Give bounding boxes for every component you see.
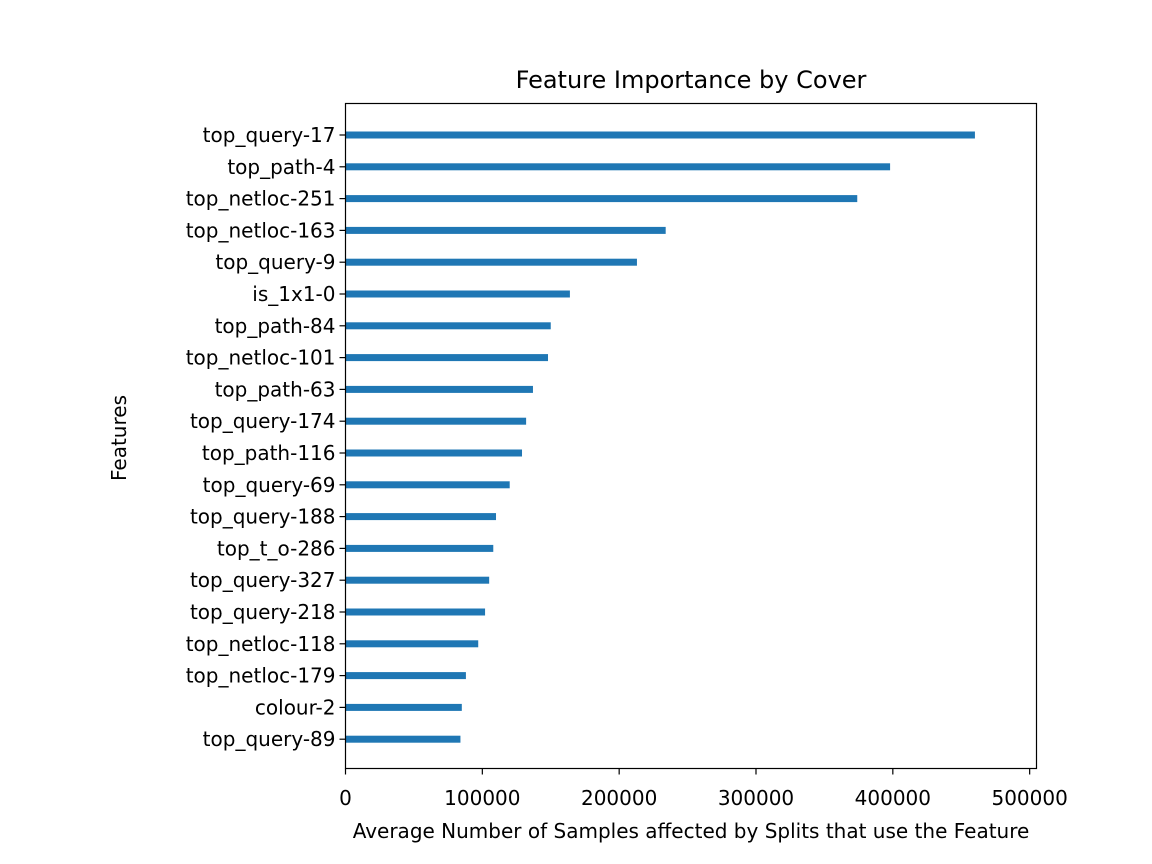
y-tick-label: top_netloc-101	[186, 346, 336, 370]
y-tick-label: top_query-9	[215, 250, 335, 274]
y-tick-label: top_path-63	[215, 377, 336, 401]
x-tick-label: 100000	[444, 786, 520, 810]
bar	[345, 544, 494, 552]
x-tick-label: 300000	[718, 786, 794, 810]
bar	[345, 290, 570, 298]
bars-layer	[345, 131, 975, 743]
bar	[345, 226, 666, 234]
bar	[345, 735, 461, 743]
y-axis-title: Features	[107, 395, 131, 481]
y-tick-label: top_netloc-118	[186, 632, 336, 656]
y-tick-label: top_query-89	[203, 727, 336, 751]
x-tick-label: 200000	[581, 786, 657, 810]
y-tick-label: top_query-174	[190, 409, 336, 433]
y-tick-label: top_path-4	[227, 155, 335, 179]
y-tick-label: top_netloc-251	[186, 187, 336, 211]
bar	[345, 131, 975, 139]
y-tick-label: top_query-69	[203, 473, 336, 497]
bar	[345, 481, 510, 489]
bar	[345, 354, 549, 362]
x-tick-label: 400000	[855, 786, 931, 810]
y-tick-label: top_path-116	[202, 441, 336, 465]
y-tick-label: top_t_o-286	[217, 536, 336, 560]
y-tick-label: is_1x1-0	[252, 282, 335, 306]
y-tick-label: top_path-84	[215, 314, 336, 338]
bar	[345, 672, 466, 680]
y-tick-label: top_query-218	[190, 600, 336, 624]
x-tick-label: 0	[339, 786, 352, 810]
bar	[345, 163, 891, 171]
y-tick-label: top_netloc-163	[186, 218, 336, 242]
x-ticks-layer: 0 100000 200000 300000 400000 500000	[339, 768, 1068, 810]
bar	[345, 608, 486, 616]
bar	[345, 322, 551, 330]
x-tick-label: 500000	[991, 786, 1067, 810]
chart-title: Feature Importance by Cover	[516, 66, 867, 94]
bar	[345, 195, 858, 203]
bar	[345, 449, 523, 457]
bar	[345, 513, 497, 521]
bar	[345, 703, 462, 711]
y-tick-label: top_netloc-179	[186, 664, 336, 688]
y-ticks-layer: top_query-17 top_path-4 top_netloc-251 top_…	[186, 123, 346, 751]
bar	[345, 385, 533, 393]
bar	[345, 576, 490, 584]
bar	[345, 417, 527, 425]
x-axis-title: Average Number of Samples affected by Sp…	[353, 819, 1030, 843]
y-tick-label: top_query-17	[203, 123, 336, 147]
bar	[345, 640, 479, 648]
plot-frame	[344, 102, 1038, 770]
y-tick-label: top_query-188	[190, 505, 336, 529]
y-tick-label: colour-2	[255, 695, 336, 719]
bar	[345, 258, 637, 266]
y-tick-label: top_query-327	[190, 568, 336, 592]
